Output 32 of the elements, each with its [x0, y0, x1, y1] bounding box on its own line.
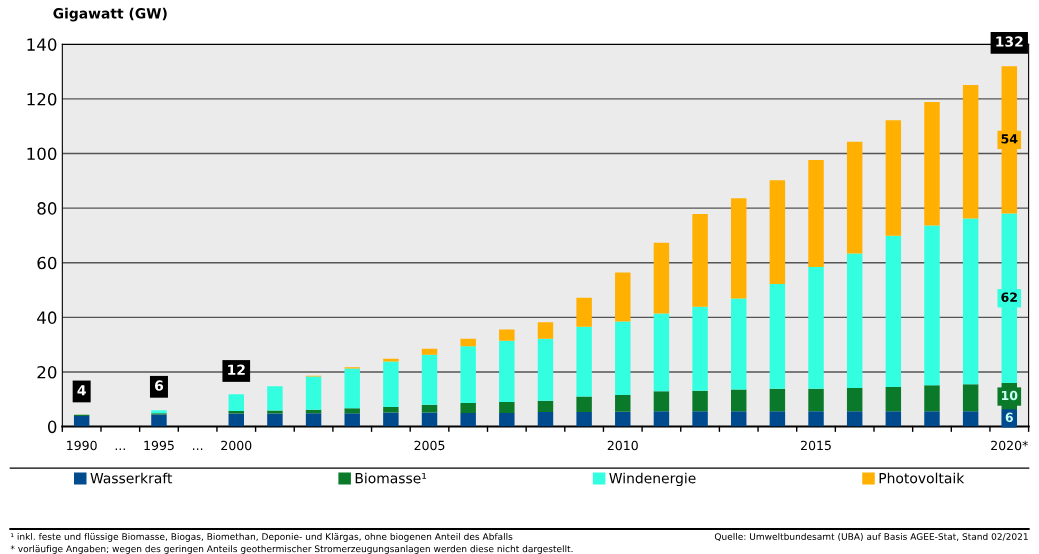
- x-tick-label: 2000: [221, 440, 252, 451]
- y-tick-label: 140: [27, 38, 57, 51]
- legend-label: Biomasse¹: [355, 472, 427, 484]
- total-label: 4: [77, 385, 86, 396]
- data-label: 54: [1001, 134, 1018, 144]
- text: ¹ inkl. feste und flüssige Biomasse, Biogas, Biomethan, Deponie- und Klärgas, ohne biogenen Anteil des Abfalls: [10, 533, 513, 542]
- total-label: 12: [228, 364, 245, 375]
- x-tick-label: ...: [115, 448, 125, 450]
- text: * vorläufige Angaben; wegen des geringen Anteils geothermischer Stromerzeugungsanlagen werden diese nicht dargestellt.: [10, 545, 573, 554]
- x-tick-label: 2005: [414, 440, 445, 451]
- x-tick-label: 2010: [607, 440, 638, 451]
- total-label: 6: [155, 380, 164, 391]
- x-tick-label: 1995: [144, 440, 174, 451]
- y-tick-label: 60: [37, 256, 57, 270]
- data-label: 6: [1005, 412, 1013, 423]
- x-tick-label: 2020*: [991, 440, 1028, 451]
- legend-label: Photovoltaik: [879, 472, 965, 484]
- y-tick-label: 0: [47, 420, 57, 434]
- y-tick-label: 100: [27, 147, 57, 161]
- y-tick-label: 40: [37, 311, 57, 324]
- source-note: Quelle: Umweltbundesamt (UBA) auf Basis AGEE-Stat, Stand 02/2021: [714, 533, 1028, 542]
- legend-label: Wasserkraft: [90, 472, 173, 484]
- total-label: 132: [996, 36, 1023, 47]
- x-tick-label: ...: [192, 448, 203, 450]
- x-tick-label: 2015: [801, 440, 831, 451]
- y-tick-label: 80: [37, 202, 57, 215]
- y-tick-label: 20: [37, 365, 57, 379]
- y-axis-title: Gigawatt (GW): [53, 7, 167, 22]
- data-label: 62: [1001, 292, 1017, 302]
- y-tick-label: 120: [27, 92, 57, 106]
- x-tick-label: 1990: [67, 440, 97, 451]
- legend-label: Windenergie: [609, 472, 696, 487]
